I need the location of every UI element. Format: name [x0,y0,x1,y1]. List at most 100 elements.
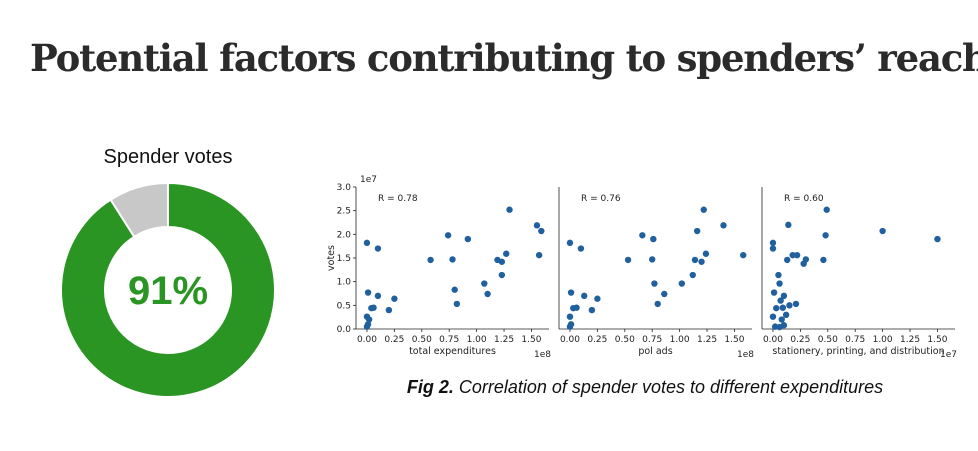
scatter-point [879,227,886,235]
x-tick-label: 1.00 [873,335,893,345]
x-axis-label: total expenditures [409,346,496,357]
scatter-point [698,258,705,265]
scatter-point [693,227,701,235]
page-title: Potential factors contributing to spende… [30,36,978,80]
scatter-point [498,258,506,265]
scatter-point [649,256,656,263]
x-tick-label: 0.25 [384,335,404,345]
scatter-point [769,239,777,247]
scatter-point [769,313,777,320]
x-tick-label: 1.50 [927,335,947,345]
scatter-point [777,297,784,304]
scatter-point [820,256,827,264]
y-tick-label: 2.0 [337,230,352,240]
scatter-point [538,227,545,235]
scatter-point [700,206,707,213]
x-tick-label: 0.00 [763,335,783,345]
scatter-point [464,235,472,243]
scatter-point [566,239,574,247]
donut-title: Spender votes [103,146,233,168]
scatter-point [385,306,393,314]
x-axis-label: pol ads [638,346,672,357]
scatter-point [720,222,727,229]
correlation-annotation: R = 0.76 [581,194,621,204]
x-tick-label: 0.00 [560,335,580,345]
scatter-point [770,289,778,296]
x-tick-label: 0.50 [615,335,635,345]
correlation-annotation: R = 0.78 [378,194,418,204]
scatter-point [779,304,787,311]
caption-text: Correlation of spender votes to differen… [453,377,884,397]
scatter-point [427,256,434,264]
scatter-point [363,239,371,247]
correlation-annotation: R = 0.60 [784,194,824,204]
y-tick-label: 2.5 [337,207,351,217]
scatter-point [786,302,793,309]
scatter-point [370,304,377,311]
scatter-point [374,245,382,252]
scatter-point [506,206,513,213]
scatter-point [802,256,810,263]
scatter-point [573,304,580,311]
scatter-point [365,316,373,323]
y-axis-label: votes [326,245,337,271]
scatter-point [453,300,461,308]
y-tick-label: 0.5 [337,301,351,311]
scatter-point [533,222,541,229]
scatter-point [792,300,800,308]
scatter-point [594,295,601,302]
donut-slice [60,181,276,398]
scatter-point [773,304,780,312]
scatter-point [566,313,574,320]
caption-prefix: Fig 2. [406,377,454,397]
y-tick-label: 0.0 [337,325,352,335]
scatter-point [535,251,543,259]
scatter-point [785,221,792,229]
scatter-point [581,292,588,300]
x-tick-label: 1.50 [521,335,541,345]
scatter-point [780,292,788,300]
x-tick-label: 1.00 [670,335,690,345]
x-axis-label: stationery, printing, and distribution [772,346,944,357]
scatter-point [481,280,488,287]
y-tick-label: 1.5 [337,254,351,264]
x-tick-label: 1.25 [900,335,920,345]
y-exponent: 1e7 [360,175,377,185]
scatter-point [793,251,801,259]
scatter-point [498,271,506,279]
x-tick-label: 0.50 [412,335,432,345]
x-tick-label: 0.50 [818,335,838,345]
scatter-point [689,271,696,279]
scatter-point [822,232,829,239]
scatter-point [651,280,658,287]
x-tick-label: 1.00 [467,335,487,345]
scatter-point [691,256,699,264]
scatter-point [934,235,941,243]
y-tick-label: 1.0 [337,278,352,288]
x-exponent: 1e8 [737,350,754,360]
scatter-point [624,256,632,264]
scatter-point [780,322,788,329]
x-tick-label: 1.50 [724,335,744,345]
donut-center-label: 91% [128,269,208,313]
scatter-point [782,311,790,318]
y-tick-label: 3.0 [337,183,352,193]
scatter-point [444,232,452,239]
scatter-point [639,232,646,239]
donut-slice [109,181,169,239]
scatter-point [451,286,458,293]
scatter-point [769,245,777,252]
scatter-point [678,280,686,287]
x-tick-label: 1.25 [697,335,717,345]
x-tick-label: 1.25 [494,335,514,345]
scatter-point [654,300,661,308]
scatter-point [775,271,782,279]
donut-chart: 91% [60,181,276,398]
scatter-point [391,295,398,302]
scatter-point [702,250,710,257]
scatter-point [363,323,371,330]
scatter-point [567,289,575,296]
scatter-point [374,292,382,300]
x-tick-label: 0.25 [790,335,810,345]
scatter-chart: 1e7 votes 0.0 0.5 1.0 1.5 2.0 2.5 3.0 0.00 0.25 0.5… [326,175,957,360]
